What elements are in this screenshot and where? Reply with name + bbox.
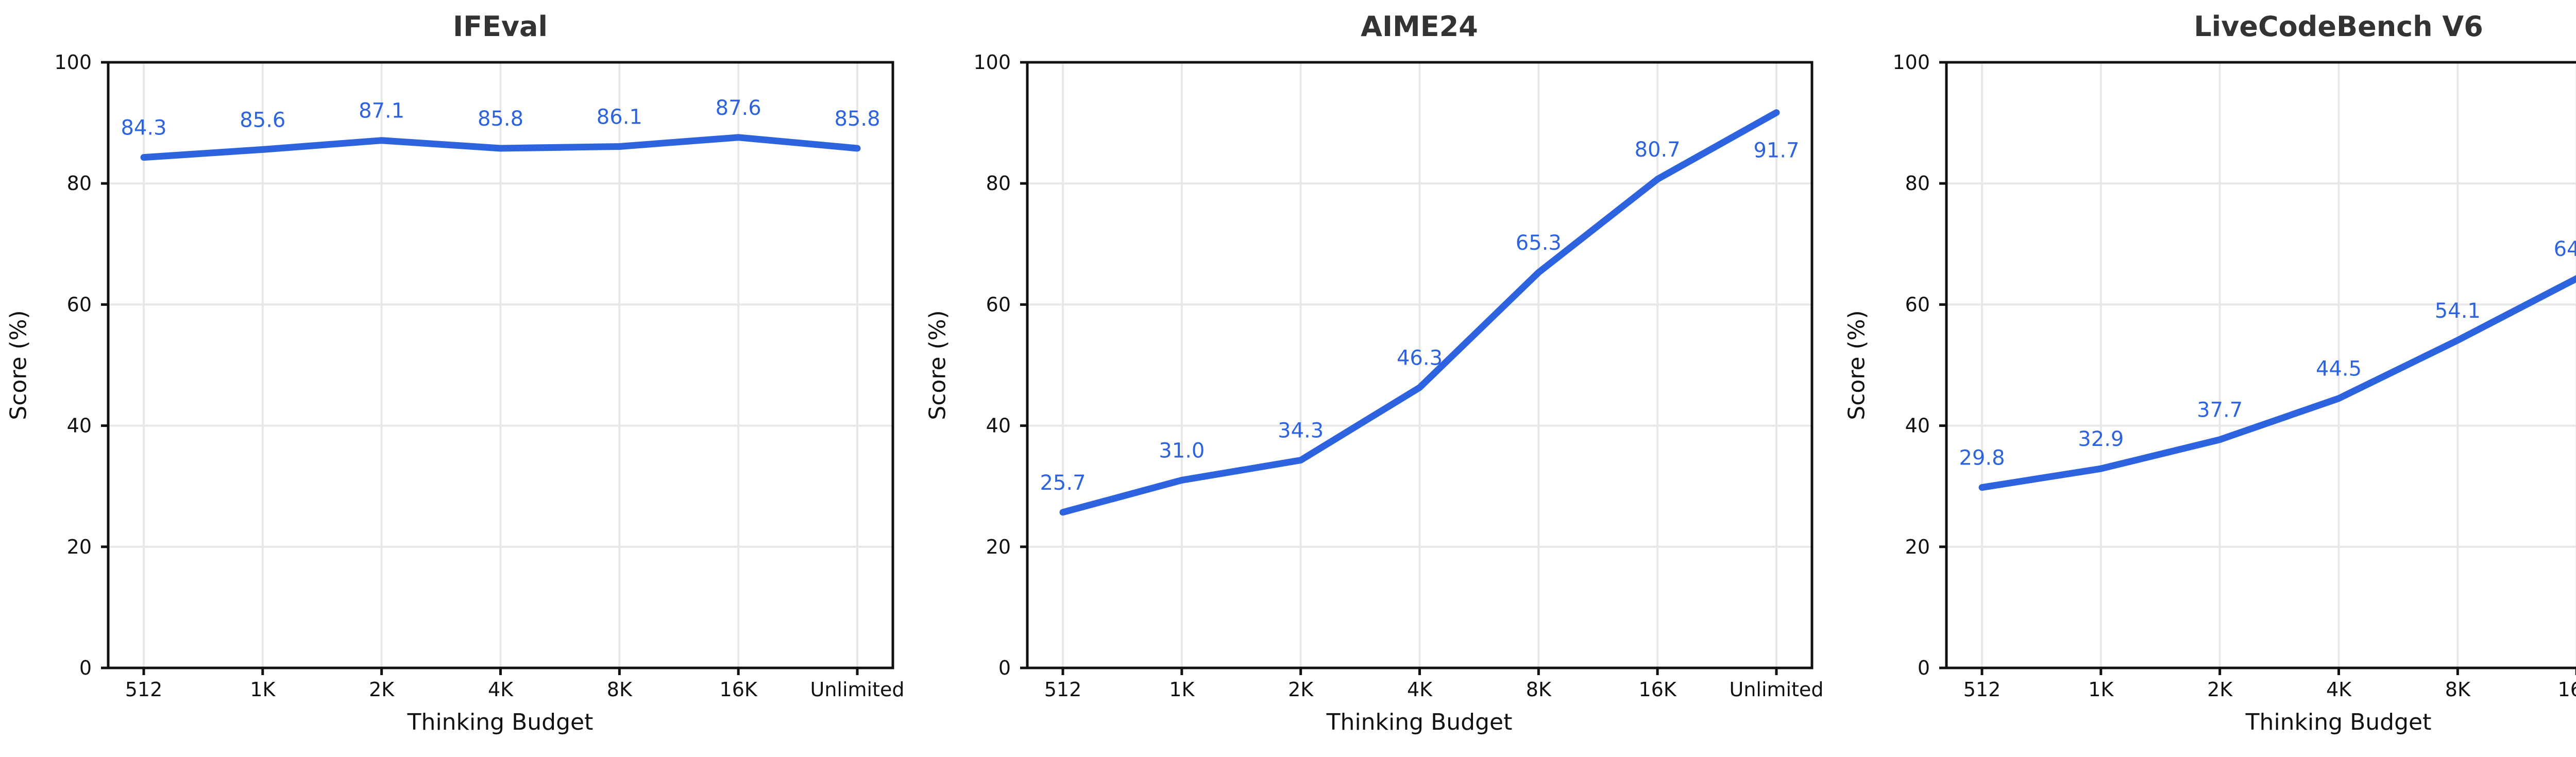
data-label: 32.9 (2078, 427, 2124, 451)
data-label: 85.8 (478, 107, 523, 131)
y-tick-label: 20 (986, 536, 1011, 558)
y-tick-label: 60 (67, 293, 92, 316)
x-tick-label: 1K (2088, 678, 2114, 701)
x-tick-label: 8K (607, 678, 633, 701)
y-axis-label-ifeval: Score (%) (5, 310, 32, 420)
y-tick-label: 100 (54, 51, 92, 74)
y-tick-label: 20 (67, 536, 92, 558)
y-tick-label: 60 (1905, 293, 1930, 316)
subplot-0: 512 1K 2K 4K 8K 16K Unlimited 0 20 40 60 80 100 84.3 8… (54, 51, 904, 701)
data-label: 37.7 (2197, 399, 2243, 422)
data-label: 84.3 (121, 116, 166, 140)
y-tick-label: 40 (986, 415, 1011, 437)
x-tick-label: 512 (1963, 678, 2001, 701)
y-tick-label: 40 (1905, 415, 1930, 437)
x-tick-label: 2K (2207, 678, 2233, 701)
data-label: 87.1 (359, 99, 404, 123)
chart-title-ifeval: IFEval (452, 10, 548, 43)
line-series (1059, 109, 1780, 516)
line-series (1978, 275, 2576, 491)
x-tick-label: 8K (2445, 678, 2471, 701)
y-axis-label-livecodebench: Score (%) (1843, 310, 1870, 420)
y-tick-label: 0 (79, 657, 92, 679)
subplot-1: 512 1K 2K 4K 8K 16K Unlimited 0 20 40 60 80 100 25.7 3… (973, 51, 1823, 701)
y-tick-label: 0 (1918, 657, 1930, 679)
y-tick-label: 20 (1905, 536, 1930, 558)
x-tick-label: 2K (1288, 678, 1314, 701)
y-axis-label-aime24: Score (%) (924, 310, 951, 420)
x-tick-label: 512 (1044, 678, 1082, 701)
line-series (140, 134, 861, 161)
x-tick-label: Unlimited (1730, 678, 1824, 701)
y-tick-label: 60 (986, 293, 1011, 316)
y-tick-label: 100 (1892, 51, 1930, 74)
data-label: 85.8 (834, 107, 880, 131)
axes-spines (1026, 61, 1814, 669)
data-label: 31.0 (1159, 439, 1205, 462)
axes-spines (1945, 61, 2576, 669)
subplot-2: 5121K2K4K8K16KUnlimited02040608010029.83… (1892, 51, 2576, 701)
x-tick-label: 8K (1526, 678, 1552, 701)
x-axis-label-ifeval: Thinking Budget (407, 709, 594, 735)
y-tick-label: 0 (998, 657, 1011, 679)
x-tick-label: 512 (125, 678, 163, 701)
y-tick-label: 80 (986, 172, 1011, 195)
y-tick-label: 80 (1905, 172, 1930, 195)
data-label: 80.7 (1635, 138, 1681, 162)
y-tick-label: 40 (67, 415, 92, 437)
data-label: 25.7 (1040, 471, 1086, 495)
data-label: 44.5 (2316, 357, 2362, 381)
data-label: 87.6 (716, 96, 761, 120)
x-tick-label: 2K (369, 678, 395, 701)
data-label: 34.3 (1278, 419, 1324, 443)
x-axis-label-aime24: Thinking Budget (1326, 709, 1513, 735)
y-tick-label: 100 (973, 51, 1011, 74)
x-axis-label-livecodebench: Thinking Budget (2245, 709, 2432, 735)
x-tick-label: 4K (2326, 678, 2352, 701)
axes-spines (107, 61, 894, 669)
data-label: 64.3 (2554, 237, 2576, 261)
chart-title-aime24: AIME24 (1361, 10, 1478, 43)
x-tick-label: 16K (2558, 678, 2576, 701)
y-tick-label: 80 (67, 172, 92, 195)
x-tick-label: 1K (250, 678, 276, 701)
data-label: 91.7 (1753, 139, 1799, 163)
data-label: 85.6 (240, 108, 285, 132)
chart-title-livecodebench: LiveCodeBench V6 (2194, 10, 2483, 43)
x-tick-label: 4K (1407, 678, 1433, 701)
data-label: 46.3 (1397, 347, 1443, 370)
data-label: 54.1 (2435, 299, 2481, 323)
x-tick-label: 16K (720, 678, 758, 701)
data-label: 65.3 (1516, 231, 1562, 255)
x-tick-label: Unlimited (810, 678, 905, 701)
x-tick-label: 4K (488, 678, 514, 701)
x-tick-label: 16K (1639, 678, 1677, 701)
data-label: 86.1 (597, 105, 642, 129)
data-label: 29.8 (1959, 446, 2005, 470)
x-tick-label: 1K (1169, 678, 1195, 701)
